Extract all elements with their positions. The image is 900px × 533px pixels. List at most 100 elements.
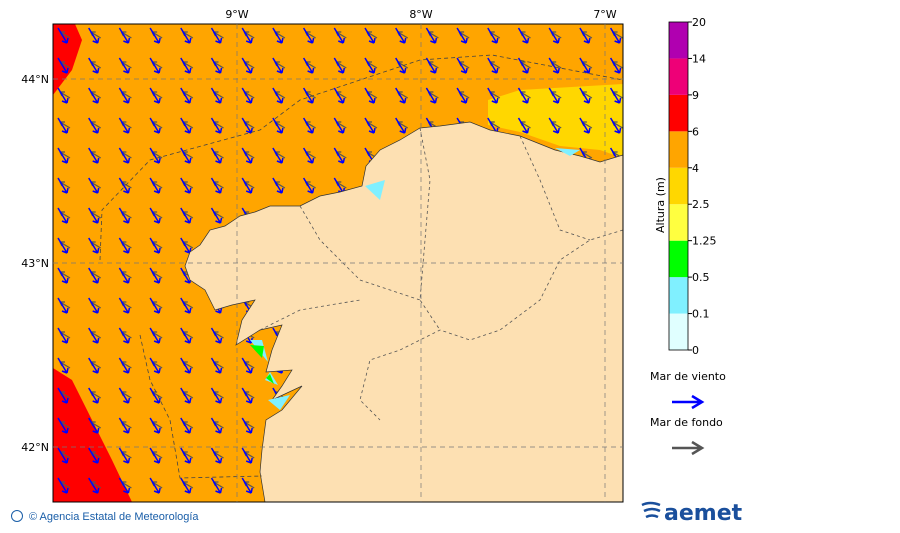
wind-arrow xyxy=(180,297,192,314)
wind-arrow xyxy=(364,117,376,134)
lat-label: 42°N xyxy=(21,441,49,454)
colorbar: 0 0.1 0.5 1.25 2.5 4 6 9 14 20 xyxy=(668,16,717,357)
legend-arrow xyxy=(672,394,705,410)
wind-arrow xyxy=(210,177,223,194)
wind-arrow xyxy=(333,117,346,134)
wind-arrow xyxy=(425,57,438,74)
wind-arrow xyxy=(609,87,622,104)
wind-arrow xyxy=(517,57,530,74)
wind-arrow xyxy=(487,87,499,104)
wind-arrow xyxy=(210,117,223,134)
colorbar-title: Altura (m) xyxy=(654,177,667,233)
wind-arrow xyxy=(517,87,530,104)
wind-arrow xyxy=(118,357,131,374)
wind-arrow xyxy=(210,327,223,344)
wind-arrow xyxy=(272,27,284,44)
wind-arrow xyxy=(180,447,192,464)
wind-arrow xyxy=(517,117,530,134)
wind-arrow xyxy=(88,447,100,464)
map-area xyxy=(53,24,623,502)
colorbar-band xyxy=(669,277,688,314)
wind-arrow xyxy=(425,87,438,104)
wind-arrow xyxy=(395,117,407,134)
wind-arrow xyxy=(272,117,284,134)
colorbar-tick-label: 14 xyxy=(692,52,706,65)
wind-arrow xyxy=(333,57,346,74)
province-borders xyxy=(259,127,623,421)
wind-arrow xyxy=(149,447,161,464)
wind-arrow xyxy=(149,87,161,104)
wind-arrow xyxy=(57,327,69,344)
wind-arrow xyxy=(88,417,100,434)
wind-arrow xyxy=(88,207,100,224)
wind-arrow xyxy=(149,357,161,374)
wind-arrow xyxy=(272,57,284,74)
wind-arrow xyxy=(241,87,253,104)
wind-arrow xyxy=(88,147,100,164)
wind-arrow xyxy=(149,237,161,254)
wind-arrow xyxy=(241,357,253,374)
wind-arrow xyxy=(395,27,407,44)
lon-label: 8°W xyxy=(409,8,432,21)
wind-arrow xyxy=(57,87,69,104)
colorbar-band xyxy=(669,204,688,241)
wind-arrow xyxy=(57,357,69,374)
wind-arrow xyxy=(118,237,131,254)
colorbar-tick-label: 0.1 xyxy=(692,308,710,321)
wind-arrow xyxy=(333,147,346,164)
wind-arrow xyxy=(180,387,192,404)
wind-arrow xyxy=(149,177,161,194)
wind-arrow xyxy=(180,207,192,224)
wind-arrow xyxy=(180,357,192,374)
wind-arrow xyxy=(302,27,315,44)
colorbar-tick-label: 0.5 xyxy=(692,271,710,284)
wind-arrow xyxy=(210,417,223,434)
wind-arrow xyxy=(57,447,69,464)
wind-arrow xyxy=(57,267,69,284)
colorbar-tick-label: 9 xyxy=(692,89,699,102)
wind-arrow xyxy=(180,477,192,494)
wind-arrow xyxy=(57,477,69,494)
wind-arrow xyxy=(88,237,100,254)
wind-arrow xyxy=(210,387,223,404)
wind-arrow xyxy=(88,87,100,104)
wind-arrow xyxy=(425,27,438,44)
wind-arrow xyxy=(88,57,100,74)
wind-arrow xyxy=(210,477,223,494)
wind-arrow xyxy=(149,147,161,164)
wind-arrow xyxy=(241,417,253,434)
legend-arrow xyxy=(672,440,705,456)
colorbar-tick-label: 1.25 xyxy=(692,235,717,248)
wind-arrow xyxy=(241,147,253,164)
wind-arrow xyxy=(88,477,100,494)
wind-arrow xyxy=(548,87,560,104)
wind-arrow xyxy=(395,57,407,74)
wind-arrow xyxy=(241,27,253,44)
wind-arrow xyxy=(302,117,315,134)
wind-arrow xyxy=(548,117,560,134)
wind-arrow xyxy=(395,87,407,104)
wind-arrow xyxy=(548,57,560,74)
lat-label: 44°N xyxy=(21,73,49,86)
wind-arrow xyxy=(57,147,69,164)
colorbar-tick-label: 2.5 xyxy=(692,198,710,211)
colorbar-band xyxy=(669,58,688,95)
maritime-zones xyxy=(99,54,623,479)
wind-arrow xyxy=(579,87,591,104)
wind-arrow xyxy=(57,207,69,224)
wind-arrow xyxy=(118,447,131,464)
wind-arrow xyxy=(579,57,591,74)
logo: aemet xyxy=(664,501,743,526)
wind-arrow xyxy=(210,27,223,44)
wind-arrow xyxy=(180,327,192,344)
wind-arrow xyxy=(57,297,69,314)
lon-label: 7°W xyxy=(593,8,616,21)
wind-arrow xyxy=(118,477,131,494)
wind-arrow xyxy=(302,87,315,104)
wind-arrow xyxy=(180,87,192,104)
wind-arrow xyxy=(241,447,253,464)
wind-arrow xyxy=(609,117,622,134)
wind-arrow xyxy=(57,57,69,74)
wind-arrow xyxy=(609,57,622,74)
